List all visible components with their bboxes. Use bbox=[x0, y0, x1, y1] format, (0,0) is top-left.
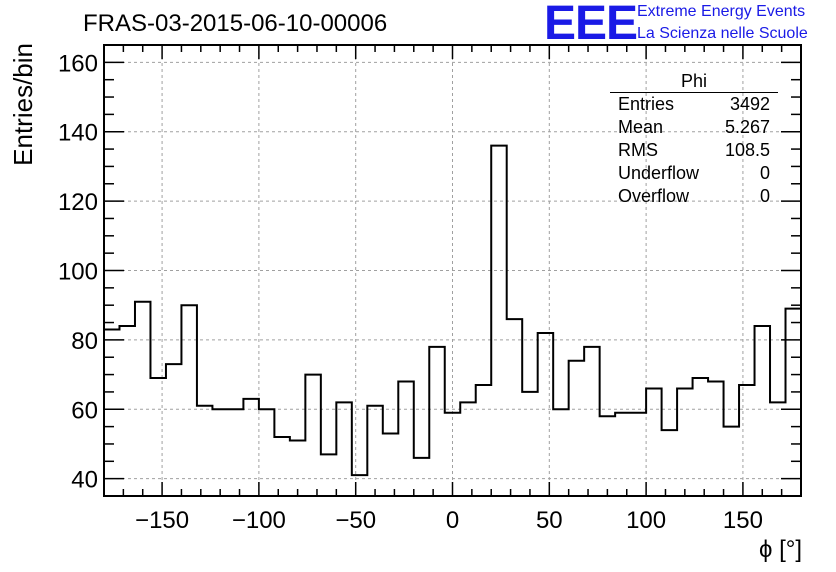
y-tick-label: 100 bbox=[58, 259, 98, 286]
stats-key: Mean bbox=[618, 117, 664, 137]
y-tick-label: 40 bbox=[71, 467, 98, 494]
x-tick-label: 50 bbox=[536, 507, 563, 534]
x-axis-label: ϕ [°] bbox=[759, 536, 802, 563]
histogram-outline bbox=[104, 144, 802, 477]
x-tick-label: 100 bbox=[626, 507, 666, 534]
stats-value: 0 bbox=[759, 163, 770, 183]
stats-row-entries: Entries 3492 bbox=[610, 93, 778, 116]
stats-value: 108.5 bbox=[724, 140, 770, 160]
y-tick-label: 140 bbox=[58, 120, 98, 147]
y-tick-label: 160 bbox=[58, 50, 98, 77]
x-tick-label: −150 bbox=[135, 507, 189, 534]
tick-labels: −150 −100 −50 0 50 100 150 40 60 80 100 120 140 160 bbox=[58, 50, 763, 534]
stats-value: 3492 bbox=[729, 94, 770, 114]
stats-key: RMS bbox=[618, 140, 658, 160]
stats-row-underflow: Underflow 0 bbox=[610, 162, 778, 185]
y-tick-label: 80 bbox=[71, 328, 98, 355]
stats-key: Overflow bbox=[618, 186, 690, 206]
stats-key: Entries bbox=[618, 94, 675, 114]
stats-row-mean: Mean 5.267 bbox=[610, 116, 778, 139]
eee-logo: EEE bbox=[544, 0, 638, 50]
x-tick-label: −100 bbox=[232, 507, 286, 534]
chart-title: FRAS-03-2015-06-10-00006 bbox=[83, 10, 388, 37]
x-tick-label: −50 bbox=[335, 507, 376, 534]
stats-value: 5.267 bbox=[724, 117, 770, 137]
logo-tagline-2: La Scienza nelle Scuole bbox=[637, 25, 808, 42]
axis-ticks bbox=[103, 44, 802, 497]
stats-row-rms: RMS 108.5 bbox=[610, 139, 778, 162]
x-tick-label: 150 bbox=[723, 507, 763, 534]
stats-box: Phi Entries 3492 Mean 5.267 RMS 108.5 Un… bbox=[610, 70, 778, 208]
logo-tagline-1: Extreme Energy Events bbox=[637, 3, 806, 20]
stats-row-overflow: Overflow 0 bbox=[610, 185, 778, 208]
stats-key: Underflow bbox=[618, 163, 700, 183]
y-tick-label: 120 bbox=[58, 189, 98, 216]
stats-title: Phi bbox=[610, 70, 778, 93]
x-tick-label: 0 bbox=[446, 507, 459, 534]
y-tick-label: 60 bbox=[71, 397, 98, 424]
stats-value: 0 bbox=[759, 186, 770, 206]
y-axis-label: Entries/bin bbox=[8, 43, 38, 166]
